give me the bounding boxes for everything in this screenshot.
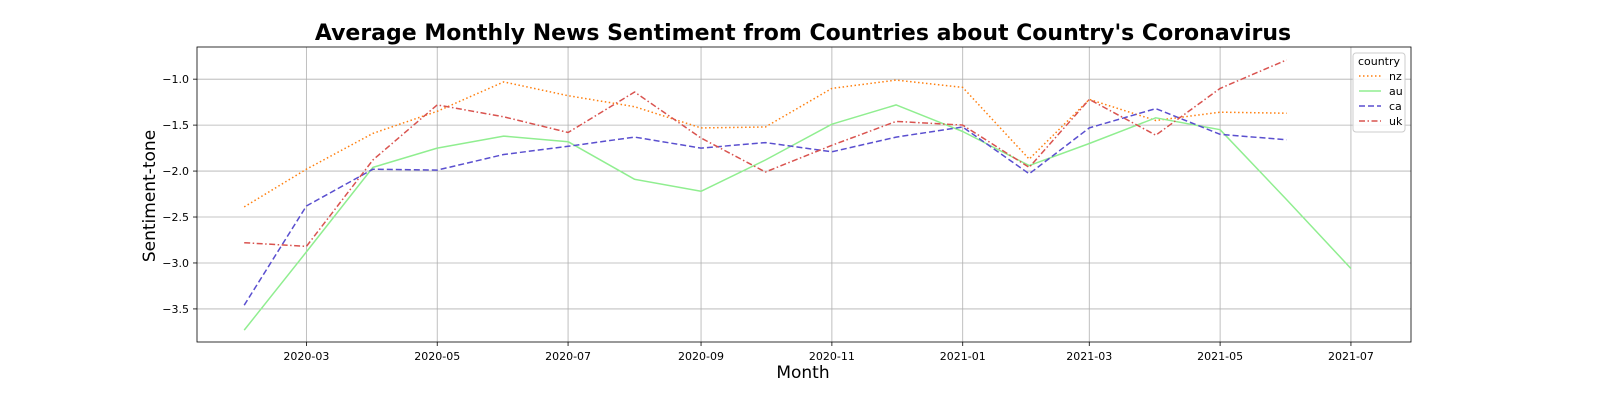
x-tick-label: 2021-07 <box>1328 350 1374 363</box>
x-tick-label: 2020-09 <box>678 350 724 363</box>
plot-frame <box>196 46 1412 343</box>
y-tick-label: −1.5 <box>162 119 189 132</box>
y-tick-label: −1.0 <box>162 73 189 86</box>
legend-box <box>1352 52 1406 133</box>
series-lines <box>243 59 1352 331</box>
legend-title: country <box>1358 55 1401 68</box>
x-tick-label: 2021-01 <box>940 350 986 363</box>
x-tick-label: 2020-03 <box>283 350 329 363</box>
series-line-au <box>243 104 1352 331</box>
x-axis-label: Month <box>776 363 829 383</box>
legend-label-uk: uk <box>1389 115 1403 128</box>
x-tick-label: 2020-05 <box>414 350 460 363</box>
series-line-uk <box>244 59 1287 248</box>
y-axis-label: Sentiment-tone <box>140 130 160 262</box>
x-tick-label: 2020-07 <box>545 350 591 363</box>
y-tick-label: −2.5 <box>162 211 189 224</box>
y-tick-label: −3.0 <box>162 257 189 270</box>
x-tick-label: 2021-03 <box>1066 350 1112 363</box>
x-tick-label: 2021-05 <box>1197 350 1243 363</box>
legend-items: nz au ca uk <box>1359 70 1403 128</box>
grid <box>197 47 1411 342</box>
series-line-nz <box>243 79 1287 208</box>
y-tick-label: −3.5 <box>162 303 189 316</box>
chart-title: Average Monthly News Sentiment from Coun… <box>315 21 1291 46</box>
legend: country nz au ca uk <box>1352 52 1406 133</box>
x-tick-label: 2020-11 <box>809 350 855 363</box>
series-line-ca <box>243 107 1287 306</box>
legend-label-nz: nz <box>1389 70 1402 83</box>
axis-ticks: 2020-03 2020-05 2020-07 2020-09 2020-11 2021-… <box>162 73 1374 363</box>
legend-label-ca: ca <box>1389 100 1402 113</box>
y-tick-label: −2.0 <box>162 165 189 178</box>
legend-label-au: au <box>1389 85 1403 98</box>
